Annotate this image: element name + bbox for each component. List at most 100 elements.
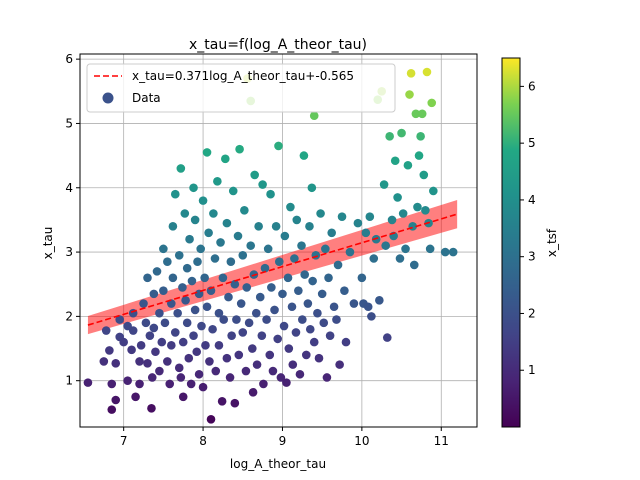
data-point (198, 382, 208, 392)
data-point (295, 369, 305, 379)
data-point (298, 315, 307, 324)
data-point (292, 215, 302, 225)
data-point (375, 296, 384, 305)
y-tick-label: 4 (65, 181, 73, 195)
x-axis-label: log_A_theor_tau (230, 457, 326, 471)
data-point (291, 328, 301, 337)
data-point (421, 205, 430, 215)
data-point (101, 326, 111, 335)
data-point (299, 151, 309, 160)
data-point (246, 241, 256, 250)
data-point (284, 344, 294, 353)
colorbar-tick-label: 3 (528, 250, 536, 264)
data-point (288, 360, 298, 369)
data-point (276, 373, 286, 382)
data-point (123, 376, 132, 385)
colorbar-tick-label: 4 (528, 193, 536, 207)
data-point (193, 257, 202, 267)
data-point (139, 299, 148, 308)
data-point (252, 360, 262, 369)
data-point (257, 331, 267, 340)
data-point (247, 344, 257, 353)
data-point (379, 180, 389, 189)
data-point (211, 366, 221, 376)
x-tick-label: 11 (434, 434, 449, 448)
data-point (202, 302, 212, 312)
data-point (309, 111, 319, 121)
data-point (325, 331, 335, 340)
data-point (167, 341, 176, 350)
data-point (283, 273, 293, 283)
data-point (216, 238, 225, 247)
data-point (214, 341, 224, 350)
data-point (226, 257, 236, 267)
data-point (263, 244, 273, 254)
data-point (159, 286, 168, 295)
data-point (322, 373, 332, 382)
data-point (363, 302, 373, 312)
data-point (242, 283, 252, 292)
data-point (409, 260, 419, 270)
data-point (287, 302, 297, 312)
data-point (244, 318, 254, 328)
data-point (349, 299, 359, 308)
data-point (228, 186, 238, 196)
data-point (198, 196, 208, 205)
data-point (403, 160, 413, 170)
data-point (145, 331, 155, 340)
data-point (265, 350, 275, 360)
x-tick-label: 9 (279, 434, 287, 448)
data-point (341, 337, 351, 347)
colorbar-label: x_tsf (545, 228, 559, 257)
data-point (210, 254, 220, 263)
data-point (204, 228, 213, 238)
y-axis-label: x_tau (41, 227, 55, 260)
data-point (268, 366, 278, 376)
colorbar-tick-label: 1 (528, 363, 536, 377)
x-tick-label: 8 (199, 434, 207, 448)
data-point (232, 315, 241, 324)
data-point (147, 404, 156, 413)
data-point (186, 379, 196, 389)
data-point (266, 189, 275, 199)
data-point (168, 273, 178, 283)
data-point (319, 318, 329, 328)
data-point (324, 273, 333, 283)
data-point (141, 318, 151, 328)
data-point (165, 379, 175, 389)
data-point (234, 350, 244, 360)
data-point (111, 359, 121, 368)
data-point (353, 218, 363, 228)
data-point (128, 326, 138, 335)
data-point (241, 366, 251, 376)
data-point (279, 321, 289, 331)
data-point (305, 324, 315, 334)
data-point (168, 222, 178, 231)
data-point (217, 396, 227, 406)
data-point (340, 286, 349, 295)
data-point (317, 289, 327, 299)
data-point (369, 254, 379, 263)
data-point (143, 273, 152, 283)
data-point (417, 109, 427, 119)
data-point (222, 218, 232, 228)
data-point (107, 379, 117, 389)
data-point (235, 144, 244, 154)
data-point (307, 183, 317, 193)
data-point (382, 333, 392, 342)
data-point (213, 177, 222, 186)
data-point (190, 215, 200, 225)
data-point (332, 315, 341, 324)
data-point (147, 373, 157, 382)
data-point (329, 302, 339, 312)
data-point (259, 379, 268, 389)
legend-fit-label: x_tau=0.371log_A_theor_tau+-0.565 (132, 69, 354, 83)
data-point (251, 308, 261, 318)
data-point (335, 360, 344, 369)
y-tick-label: 6 (65, 52, 73, 66)
data-point (393, 193, 402, 202)
data-point (174, 363, 184, 373)
data-point (301, 350, 311, 360)
data-point (337, 212, 347, 222)
data-point (267, 283, 276, 292)
